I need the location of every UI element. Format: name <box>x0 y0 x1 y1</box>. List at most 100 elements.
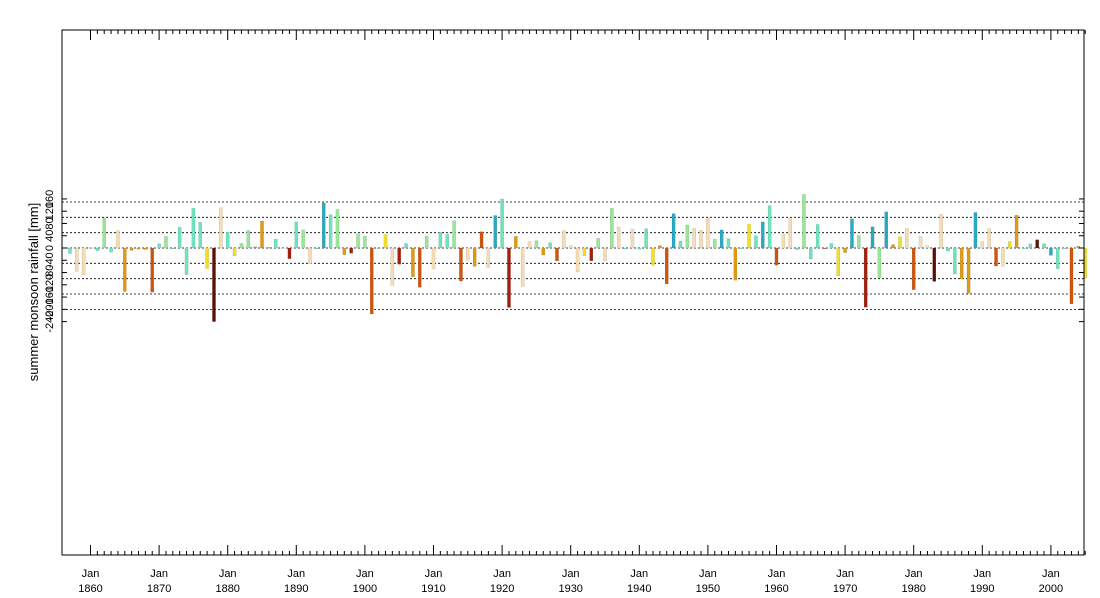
x-tick-year: 1880 <box>215 583 239 595</box>
y-tick-label: -80 <box>44 265 56 281</box>
bar-1909 <box>424 235 429 249</box>
bar-1865 <box>123 247 127 292</box>
x-tick-year: 1990 <box>970 583 994 595</box>
x-tick-year: 1870 <box>147 583 171 595</box>
bar-1872 <box>171 247 175 249</box>
bar-1934 <box>596 238 600 249</box>
bar-1860 <box>88 247 93 249</box>
bar-2003 <box>1069 247 1074 304</box>
bar-1908 <box>418 247 422 288</box>
bar-1916 <box>472 247 477 267</box>
bar-1949 <box>699 230 703 249</box>
x-tick-month: Jan <box>905 568 923 580</box>
bar-1984 <box>939 214 943 249</box>
x-tick-month: Jan <box>973 568 991 580</box>
y-tick-label: 160 <box>44 190 56 208</box>
bar-1879 <box>219 207 223 249</box>
bar-1887 <box>273 238 278 249</box>
x-tick-month: Jan <box>287 568 305 580</box>
y-tick-label: 80 <box>44 217 56 229</box>
bar-1975 <box>877 247 882 278</box>
x-axis-ticks: Jan 1860 Jan 1870 Jan 1880 Jan 1890 Jan 1900 Jan 19… <box>78 30 1086 595</box>
bar-1941 <box>644 228 648 249</box>
bar-1892 <box>308 247 312 265</box>
bar-1931 <box>575 247 580 273</box>
bar-1896 <box>335 209 340 249</box>
y-tick-label: 120 <box>44 202 56 220</box>
bar-2000 <box>1049 247 1053 256</box>
bar-1961 <box>781 234 786 249</box>
bar-1863 <box>109 247 113 253</box>
bar-1993 <box>1001 247 1005 267</box>
bar-1905 <box>397 247 401 265</box>
bar-1911 <box>438 232 443 249</box>
bar-1922 <box>514 236 518 249</box>
y-axis-label: summer monsoon rainfall [mm] <box>26 203 41 381</box>
x-tick-month: Jan <box>150 568 168 580</box>
plot-frame <box>61 29 1085 556</box>
x-tick-month: Jan <box>836 568 854 580</box>
bar-1978 <box>898 236 902 249</box>
x-tick-month: Jan <box>562 568 580 580</box>
bar-1903 <box>383 234 388 249</box>
x-tick-year: 1930 <box>558 583 582 595</box>
x-tick-year: 1920 <box>490 583 514 595</box>
y-tick-label: -160 <box>44 286 56 308</box>
bar-1977 <box>891 244 895 249</box>
x-tick-month: Jan <box>425 568 443 580</box>
bar-1862 <box>102 217 106 249</box>
bar-1888 <box>280 247 285 249</box>
x-tick-year: 1860 <box>78 583 102 595</box>
bar-1901 <box>370 247 374 315</box>
bar-1946 <box>678 240 683 249</box>
bar-1919 <box>493 215 497 249</box>
x-tick-year: 1940 <box>627 583 651 595</box>
bar-1943 <box>658 245 662 249</box>
bar-1917 <box>479 231 484 249</box>
bar-1952 <box>719 229 724 249</box>
bar-1859 <box>81 247 86 276</box>
bar-1933 <box>589 247 594 262</box>
x-tick-year: 1910 <box>421 583 445 595</box>
x-tick-month: Jan <box>768 568 786 580</box>
bar-1902 <box>376 247 381 249</box>
bar-1970 <box>843 247 847 253</box>
bar-1907 <box>411 247 415 277</box>
bar-1929 <box>562 230 566 249</box>
bar-2001 <box>1056 247 1060 270</box>
bar-1979 <box>905 228 909 249</box>
bar-1957 <box>754 235 758 249</box>
bar-1950 <box>706 217 710 249</box>
bar-1992 <box>994 247 998 267</box>
bar-1897 <box>342 247 347 255</box>
bar-1861 <box>95 247 100 251</box>
bar-1964 <box>802 194 806 249</box>
bar-1884 <box>253 246 257 249</box>
bar-1939 <box>630 228 635 249</box>
x-tick-year: 1970 <box>833 583 857 595</box>
bar-1998 <box>1035 239 1039 249</box>
bar-1867 <box>136 247 141 250</box>
y-tick-label: 0 <box>44 245 56 251</box>
bar-1968 <box>829 243 834 249</box>
y-tick-label: 40 <box>44 230 56 242</box>
bar-1893 <box>315 247 319 249</box>
x-tick-month: Jan <box>699 568 717 580</box>
bar-1870 <box>157 243 161 249</box>
bar-1925 <box>534 240 539 249</box>
y-tick-label: -200 <box>44 298 56 320</box>
bar-1883 <box>246 230 251 249</box>
bar-1958 <box>761 221 765 249</box>
y-tick-label: -40 <box>44 252 56 268</box>
bar-1915 <box>466 247 470 261</box>
bar-1989 <box>973 212 978 249</box>
bar-1912 <box>445 234 449 249</box>
bar-1910 <box>431 247 436 270</box>
bar-1898 <box>349 247 353 254</box>
bar-1900 <box>363 235 367 249</box>
bar-1880 <box>225 231 230 249</box>
bar-1990 <box>980 241 985 249</box>
bar-1942 <box>651 247 655 266</box>
bar-1894 <box>321 202 326 249</box>
